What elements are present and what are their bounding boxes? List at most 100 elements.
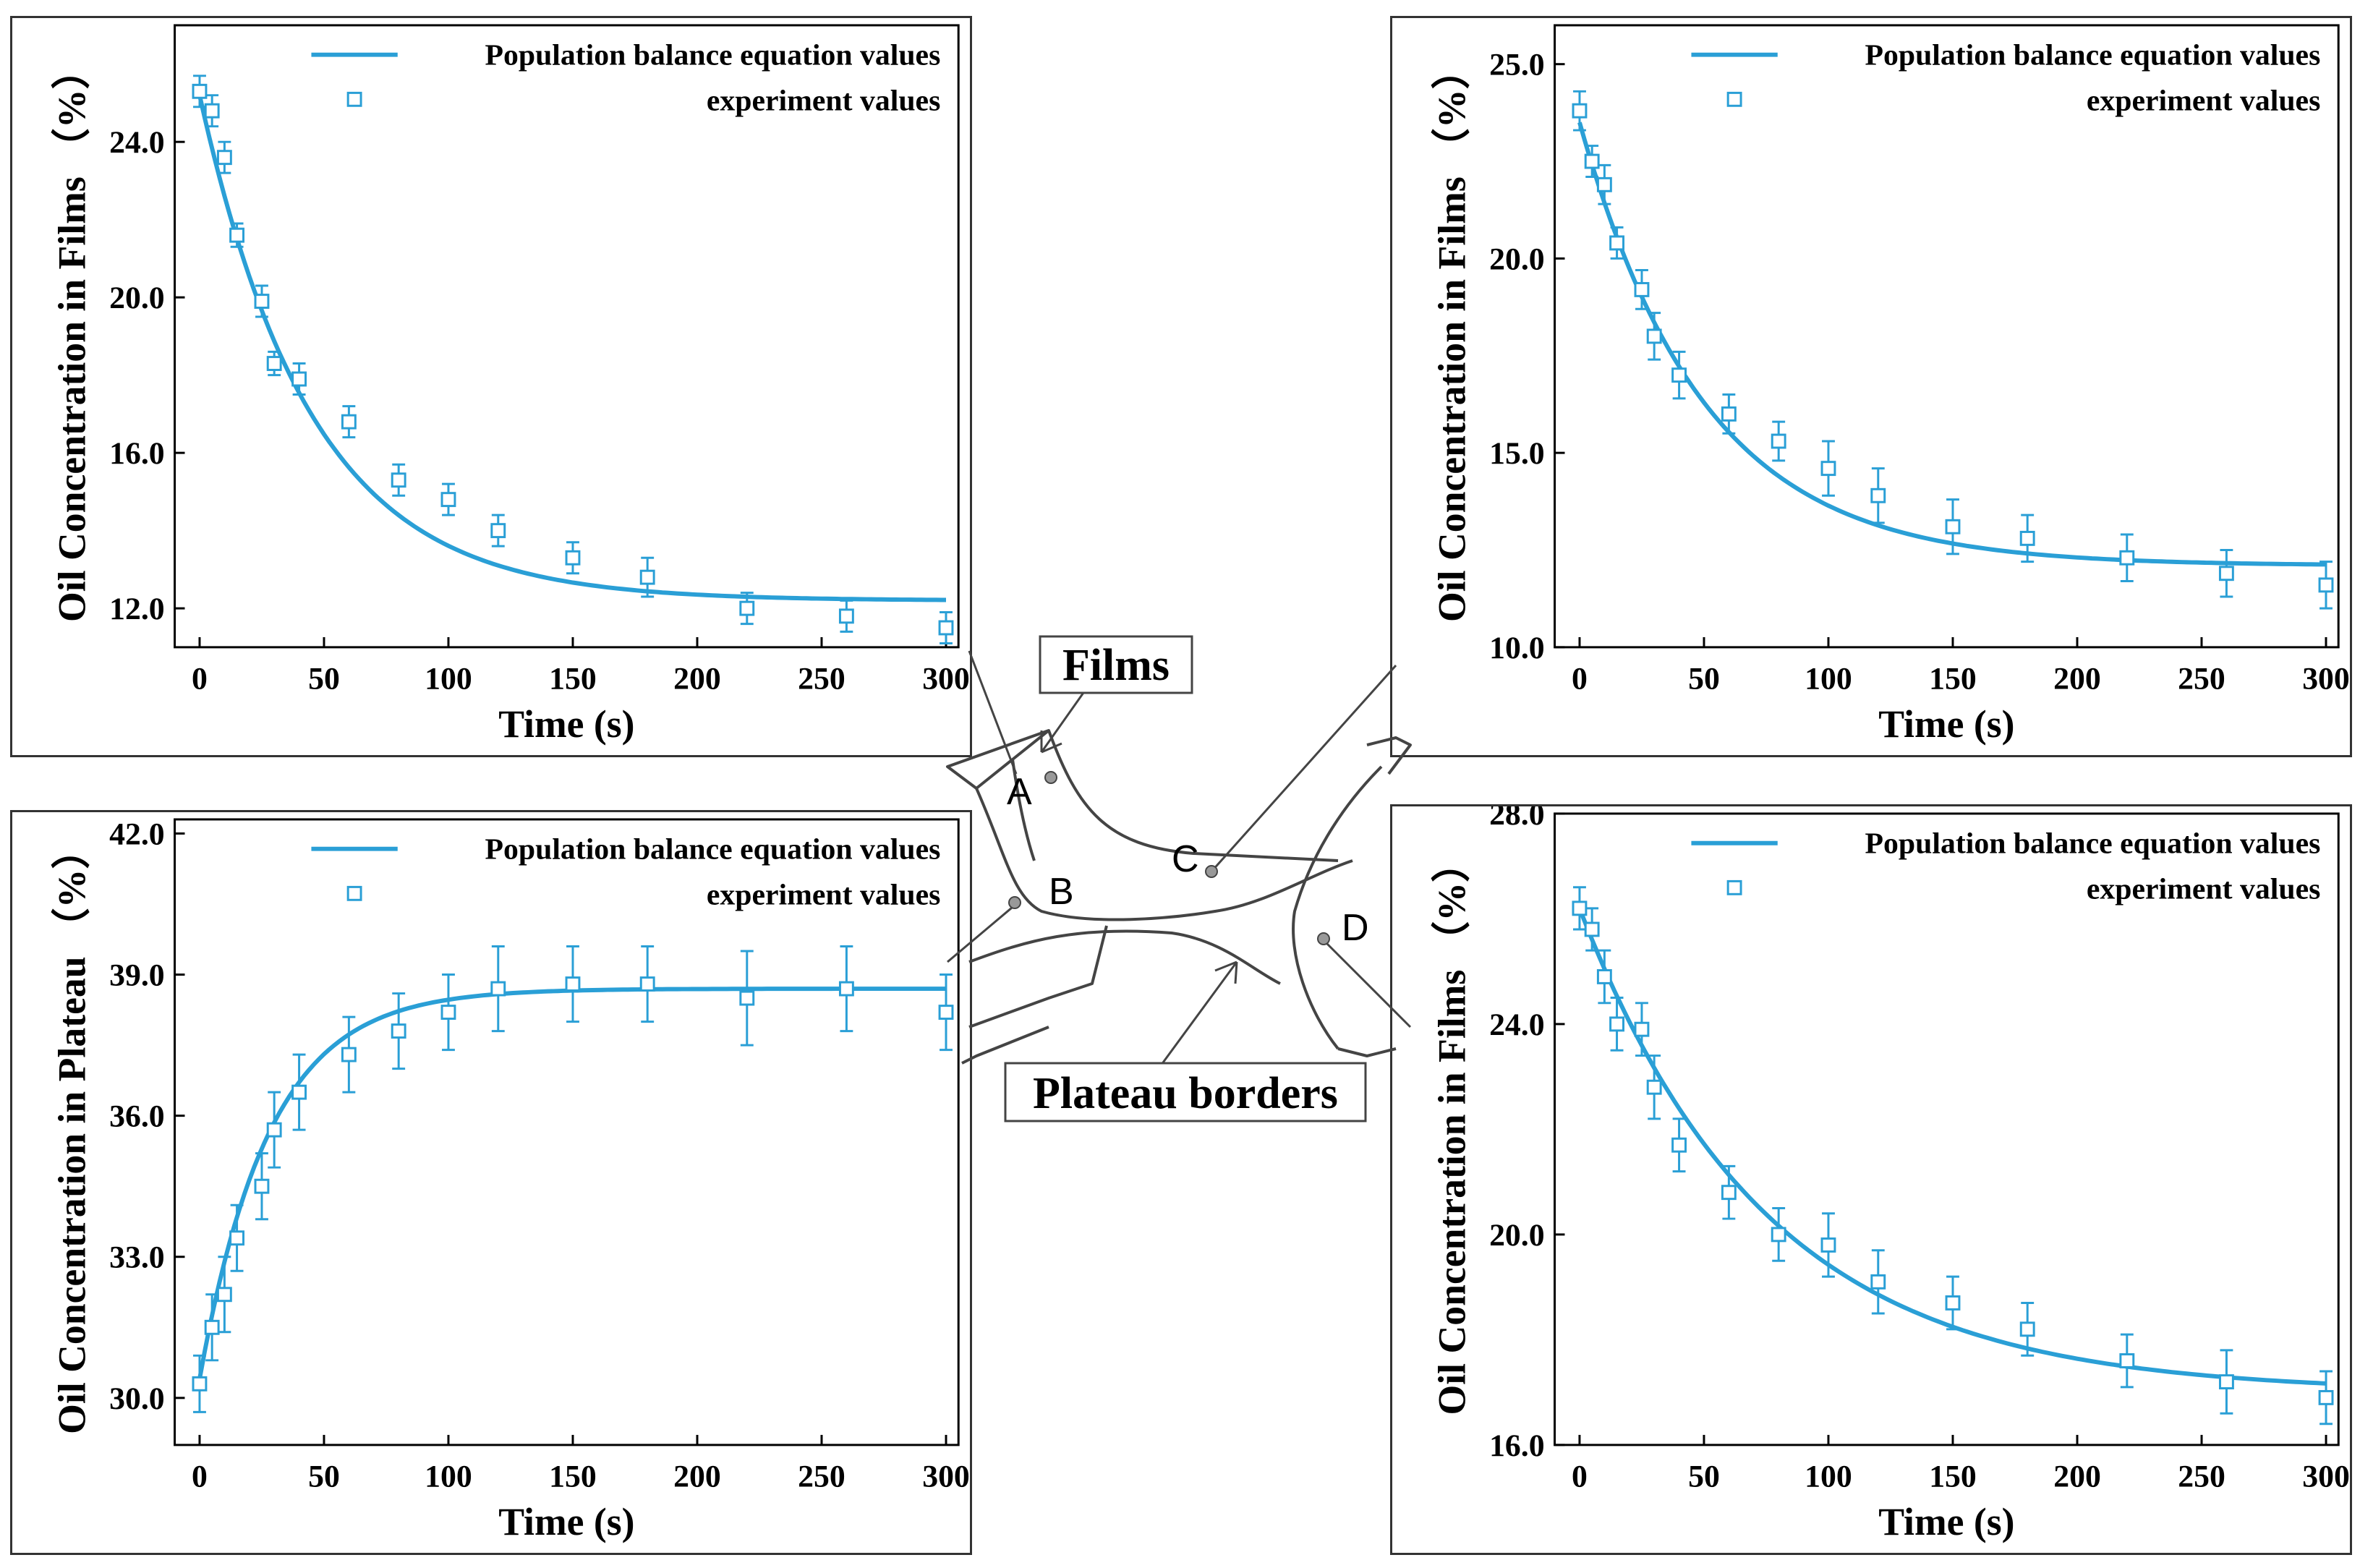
film-outline-right-lower xyxy=(1337,1047,1397,1057)
x-tick-label: 300 xyxy=(922,1460,970,1494)
data-point xyxy=(2119,533,2135,583)
plateau-label-box xyxy=(1004,1062,1367,1122)
x-axis-label: Time (s) xyxy=(1878,1500,2014,1543)
x-tick-label: 250 xyxy=(2178,662,2225,696)
y-tick-label: 16.0 xyxy=(109,436,165,471)
x-tick-label: 200 xyxy=(2053,1460,2101,1494)
x-tick-label: 100 xyxy=(1805,662,1852,696)
data-point xyxy=(1721,393,1737,435)
x-tick-label: 50 xyxy=(1688,1460,1720,1494)
data-point xyxy=(490,514,506,547)
y-tick-label: 20.0 xyxy=(109,281,165,315)
plot-area-frame xyxy=(174,818,960,1446)
data-point xyxy=(2218,1349,2234,1415)
data-point xyxy=(1671,1117,1687,1173)
data-point xyxy=(1634,1002,1650,1057)
data-point xyxy=(739,592,755,626)
point-a-marker xyxy=(1044,771,1057,784)
data-point xyxy=(266,350,282,377)
x-tick-label: 300 xyxy=(2302,1460,2350,1494)
legend-fit-label: Population balance equation values xyxy=(485,39,940,72)
film-outline-right xyxy=(1366,736,1412,775)
data-point xyxy=(229,1203,245,1272)
chart-panel-top-left: 0 50 100 150 200 250 300 12.0 16.0 20.0 24.0 Time (… xyxy=(10,16,972,757)
y-tick-label: 12.0 xyxy=(109,592,165,626)
data-point xyxy=(1771,1207,1786,1262)
y-tick-label: 24.0 xyxy=(109,125,165,160)
plateau-border-right xyxy=(1292,765,1383,1050)
data-point xyxy=(1646,312,1662,361)
legend-fit-label: Population balance equation values xyxy=(1865,39,2320,72)
legend-exp-label: experiment values xyxy=(707,84,941,117)
y-tick-label: 25.0 xyxy=(1489,48,1545,82)
data-point xyxy=(1671,350,1687,400)
x-tick-label: 150 xyxy=(549,662,597,696)
x-tick-label: 150 xyxy=(549,1460,597,1494)
chart-panel-bottom-left: 0 50 100 150 200 250 300 30.0 33.0 36.0 39.0 42.0 Ti… xyxy=(10,810,972,1555)
data-point xyxy=(1820,1212,1836,1278)
x-tick-label: 250 xyxy=(2178,1460,2225,1494)
data-point xyxy=(192,1354,208,1413)
x-axis-label: Time (s) xyxy=(498,1500,634,1543)
chart-panel-top-right: 0 50 100 150 200 250 300 10.0 15.0 20.0 25.0 Time (… xyxy=(1390,16,2352,757)
point-c-label: C xyxy=(1172,838,1199,880)
data-point xyxy=(565,945,581,1023)
data-point xyxy=(341,1015,357,1094)
film-outline-a xyxy=(946,729,1050,790)
leader-line-d xyxy=(1322,939,1412,1028)
y-tick-label: 20.0 xyxy=(1489,242,1545,276)
x-tick-label: 150 xyxy=(1929,662,1977,696)
plot-area-frame xyxy=(1554,812,2340,1446)
plateau-arrow xyxy=(1156,960,1238,1071)
point-d-label: D xyxy=(1342,907,1369,949)
data-point xyxy=(254,1152,270,1221)
data-point xyxy=(391,992,406,1070)
y-axis-label: Oil Concentration in Plateau （%） xyxy=(50,830,93,1434)
data-point xyxy=(254,284,270,318)
data-point xyxy=(938,611,954,644)
data-point xyxy=(1634,269,1650,310)
data-point xyxy=(1945,498,1961,555)
data-point xyxy=(291,1053,307,1131)
y-axis-label: Oil Concentration in Films （%） xyxy=(1430,843,1473,1415)
data-point xyxy=(229,222,245,248)
data-point xyxy=(216,140,232,174)
y-tick-label: 42.0 xyxy=(109,817,165,851)
chart-top-right: 0 50 100 150 200 250 300 10.0 15.0 20.0 25.0 Time (… xyxy=(1430,24,2350,746)
point-b-marker xyxy=(1008,896,1021,909)
data-point xyxy=(2019,514,2035,563)
y-tick-label: 10.0 xyxy=(1489,631,1545,665)
data-point xyxy=(1870,467,1886,524)
point-b-label: B xyxy=(1049,871,1074,913)
data-point xyxy=(440,482,456,516)
chart-top-left: 0 50 100 150 200 250 300 12.0 16.0 20.0 24.0 Time (… xyxy=(50,24,970,746)
x-tick-label: 0 xyxy=(1572,662,1588,696)
data-point xyxy=(2218,549,2234,598)
data-point xyxy=(565,541,581,575)
data-point xyxy=(1596,949,1612,1005)
y-tick-label: 39.0 xyxy=(109,958,165,992)
data-point xyxy=(739,950,755,1047)
plot-area-frame xyxy=(1554,24,2340,649)
data-point xyxy=(1820,440,1836,497)
film-curve-upper xyxy=(1047,730,1339,862)
data-point xyxy=(2119,1333,2135,1389)
data-point xyxy=(938,973,954,1052)
y-axis-label: Oil Concentration in Films （%） xyxy=(1430,51,1473,622)
legend-exp-swatch xyxy=(346,91,362,107)
legend-fit-label: Population balance equation values xyxy=(1865,827,2321,861)
x-tick-label: 250 xyxy=(798,1460,845,1494)
x-tick-label: 100 xyxy=(1805,1460,1852,1494)
x-tick-label: 0 xyxy=(192,662,208,696)
data-point xyxy=(1609,997,1624,1052)
x-tick-label: 200 xyxy=(2053,662,2101,696)
x-tick-label: 300 xyxy=(2302,662,2350,696)
fit-curve-line xyxy=(1577,122,2326,567)
point-d-marker xyxy=(1317,932,1330,945)
y-tick-label: 36.0 xyxy=(109,1099,165,1134)
legend-exp-label: experiment values xyxy=(2087,872,2321,906)
data-point xyxy=(1572,90,1588,132)
legend-exp-swatch xyxy=(346,885,362,901)
y-tick-label: 16.0 xyxy=(1489,1428,1545,1463)
data-point xyxy=(291,362,307,396)
